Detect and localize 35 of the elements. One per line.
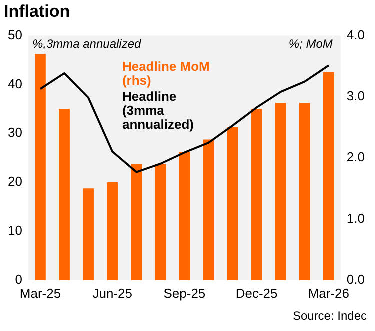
y-tick-label: 20 — [8, 174, 22, 190]
y-tick-label: 30 — [8, 125, 22, 140]
bar — [203, 140, 214, 280]
bar — [227, 128, 238, 280]
x-tick-label: Mar-25 — [20, 286, 62, 301]
y-axis-title: %,3mma annualized — [32, 37, 142, 52]
y2-tick-label: 3.0 — [346, 88, 366, 104]
y-tick-label: 40 — [8, 76, 22, 92]
x-tick-label: Jun-25 — [92, 286, 132, 301]
x-tick-label: Mar-26 — [308, 286, 350, 301]
bar — [275, 103, 286, 280]
source-note: Source: Indec — [292, 309, 367, 323]
bar — [324, 72, 334, 280]
bar — [107, 182, 118, 280]
y-tick-label: 50 — [8, 27, 22, 42]
y2-tick-label: 4.0 — [346, 27, 366, 42]
bar — [299, 103, 310, 280]
bar — [131, 164, 142, 280]
bar — [83, 188, 94, 280]
y2-axis-title: %; MoM — [288, 37, 333, 52]
y-tick-label: 0 — [15, 272, 22, 287]
x-tick-label: Sep-25 — [164, 286, 206, 301]
chart-title: Inflation — [4, 2, 70, 22]
series-label: Headline (3mma annualized) — [122, 88, 194, 132]
x-tick-label: Dec-25 — [236, 286, 278, 301]
bar — [251, 109, 262, 280]
bar — [179, 152, 190, 280]
y2-tick-label: 0.0 — [346, 272, 366, 287]
y2-tick-label: 2.0 — [346, 150, 366, 165]
bar — [35, 54, 46, 280]
y-tick-label: 10 — [8, 223, 22, 238]
y2-tick-label: 1.0 — [346, 210, 366, 226]
text: Headline MoM (rhs) — [122, 58, 210, 88]
bar — [59, 109, 70, 280]
bar — [155, 164, 166, 280]
